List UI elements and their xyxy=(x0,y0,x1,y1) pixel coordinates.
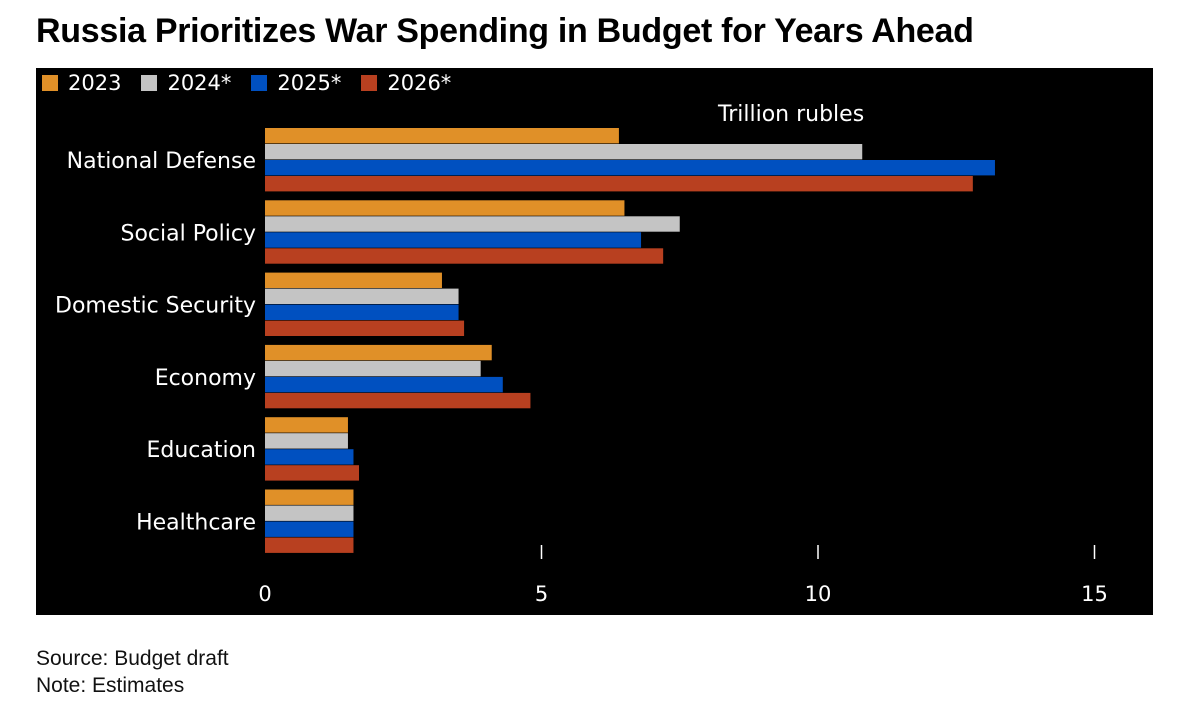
bar: Domestic Security 2025*: 3.5 xyxy=(265,304,459,320)
legend-item: 2023 xyxy=(42,71,121,95)
category-label: Domestic Security xyxy=(55,294,256,319)
legend-item: 2025* xyxy=(251,71,341,95)
bar: Social Policy 2026*: 7.2 xyxy=(265,248,664,264)
x-tick-label: 15 xyxy=(1081,582,1108,606)
category-label: Healthcare xyxy=(136,511,256,536)
legend-swatch xyxy=(361,75,378,91)
bar: Education 2024*: 1.5 xyxy=(265,433,348,449)
category-group: HealthcareHealthcare 2023: 1.6Healthcare… xyxy=(136,489,354,553)
source-note: Source: Budget draft xyxy=(36,647,229,670)
chart-title: Russia Prioritizes War Spending in Budge… xyxy=(36,12,974,50)
category-label: Social Policy xyxy=(120,221,256,246)
category-group: Economy Economy 2023: 4.1Economy 2024*: 3… xyxy=(155,344,531,409)
legend-label: 2023 xyxy=(68,71,122,95)
legend-swatch xyxy=(251,75,268,91)
category-group: National Defense National Defense 2023: 6… xyxy=(67,128,995,192)
bar: Social Policy 2024*: 7.5 xyxy=(265,216,680,232)
bar: Healthcare 2026*: 1.6 xyxy=(265,537,354,553)
bar: Healthcare 2023: 1.6 xyxy=(265,489,354,505)
footer: Source: Budget draft Note: Estimates xyxy=(36,645,229,699)
x-tick-label: 0 xyxy=(258,582,271,606)
bar: Domestic Security 2023: 3.2 xyxy=(265,272,442,288)
bar: National Defense 2025*: 13.2 xyxy=(265,160,995,176)
legend-swatch xyxy=(141,75,158,91)
category-label: National Defense xyxy=(67,149,256,174)
legend: 2023 2024* 2025* 2026* xyxy=(36,68,465,98)
bar: Domestic Security 2026*: 3.6 xyxy=(265,320,465,336)
bar: Social Policy 2025*: 6.8 xyxy=(265,232,642,248)
category-label: Education xyxy=(146,438,256,463)
x-tick-label: 5 xyxy=(535,582,548,606)
category-group: EducationEducation 2023: 1.5Education 20… xyxy=(146,417,360,481)
bar: Domestic Security 2024*: 3.5 xyxy=(265,288,459,304)
bar: Social Policy 2023: 6.5 xyxy=(265,200,625,216)
bar: National Defense 2026*: 12.8 xyxy=(265,176,973,192)
bar: Healthcare 2024*: 1.6 xyxy=(265,505,354,521)
legend-label: 2024* xyxy=(167,71,232,95)
bar: National Defense 2024*: 10.8 xyxy=(265,144,863,160)
bar: Education 2026*: 1.7 xyxy=(265,465,360,481)
x-tick-label: 10 xyxy=(805,582,832,606)
category-label: Economy xyxy=(155,366,256,391)
bar: Economy 2025*: 4.3 xyxy=(265,376,503,393)
bar-chart: National Defense National Defense 2023: 6… xyxy=(55,128,1108,606)
bar: Education 2023: 1.5 xyxy=(265,417,348,433)
legend-label: 2025* xyxy=(277,71,342,95)
legend-item: 2024* xyxy=(141,71,231,95)
bar: Economy 2023: 4.1 xyxy=(265,344,492,361)
estimates-note: Note: Estimates xyxy=(36,674,185,697)
category-group: Social PolicySocial Policy 2023: 6.5Soci… xyxy=(120,200,680,264)
legend-label: 2026* xyxy=(387,71,452,95)
bar: Education 2025*: 1.6 xyxy=(265,449,354,465)
chart-panel: 2023 2024* 2025* 2026* Trillion rubles Nati… xyxy=(36,68,1153,615)
unit-label: Trillion rubles xyxy=(718,102,865,127)
category-group: Domestic Security Domestic Security 2023:… xyxy=(55,272,465,336)
legend-item: 2026* xyxy=(361,71,451,95)
bar: Economy 2026*: 4.8 xyxy=(265,392,531,409)
bar: Economy 2024*: 3.9 xyxy=(265,360,481,377)
bar: Healthcare 2025*: 1.6 xyxy=(265,521,354,537)
bar: National Defense 2023: 6.4 xyxy=(265,128,619,144)
legend-swatch xyxy=(42,75,58,91)
